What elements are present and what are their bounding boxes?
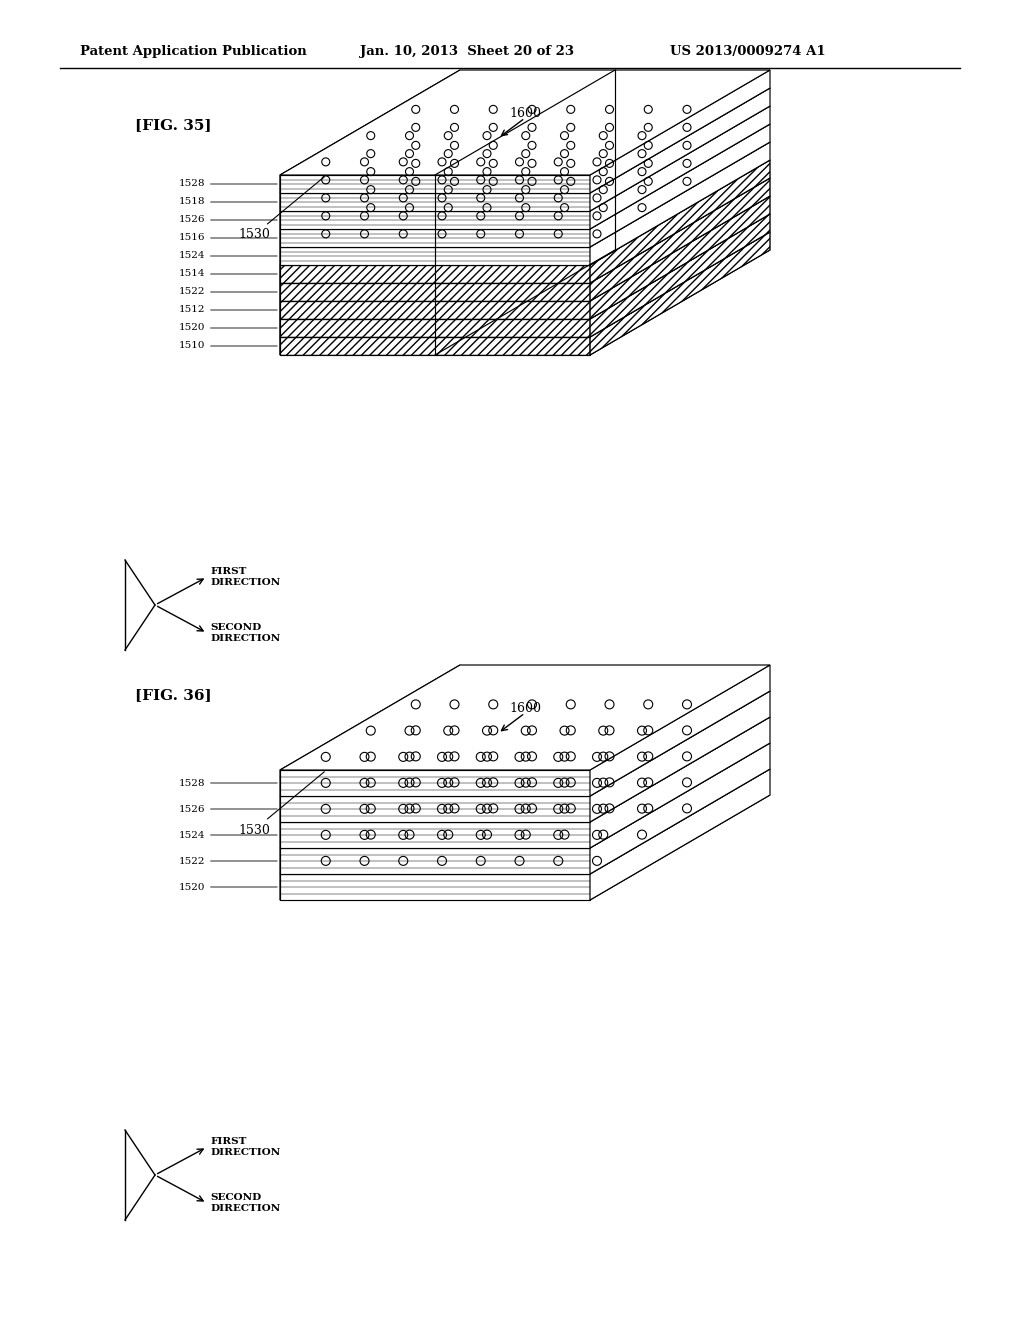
Polygon shape xyxy=(590,743,770,874)
Polygon shape xyxy=(280,228,590,247)
Polygon shape xyxy=(280,665,460,900)
Polygon shape xyxy=(280,193,590,211)
Polygon shape xyxy=(280,319,590,337)
Polygon shape xyxy=(280,665,770,770)
Text: 1526: 1526 xyxy=(178,215,278,224)
Text: 1520: 1520 xyxy=(178,323,278,333)
Polygon shape xyxy=(280,160,770,265)
Polygon shape xyxy=(280,265,590,282)
Polygon shape xyxy=(280,743,770,847)
Polygon shape xyxy=(590,232,770,355)
Polygon shape xyxy=(280,195,770,301)
Text: 1530: 1530 xyxy=(239,772,325,837)
Text: 1514: 1514 xyxy=(178,269,278,279)
Text: SECOND
DIRECTION: SECOND DIRECTION xyxy=(210,623,281,643)
Text: 1528: 1528 xyxy=(178,180,278,189)
Text: 1520: 1520 xyxy=(178,883,278,891)
Polygon shape xyxy=(590,195,770,319)
Polygon shape xyxy=(280,211,590,228)
Text: 1516: 1516 xyxy=(178,234,278,243)
Polygon shape xyxy=(590,214,770,337)
Polygon shape xyxy=(280,770,770,874)
Text: FIRST
DIRECTION: FIRST DIRECTION xyxy=(210,568,281,586)
Text: SECOND
DIRECTION: SECOND DIRECTION xyxy=(210,1193,281,1213)
Text: 1512: 1512 xyxy=(178,305,278,314)
Polygon shape xyxy=(280,822,590,847)
Text: Jan. 10, 2013  Sheet 20 of 23: Jan. 10, 2013 Sheet 20 of 23 xyxy=(360,45,574,58)
Polygon shape xyxy=(280,282,590,301)
Text: [FIG. 35]: [FIG. 35] xyxy=(135,117,212,132)
Polygon shape xyxy=(280,874,590,900)
Polygon shape xyxy=(280,70,460,355)
Polygon shape xyxy=(280,690,770,796)
Polygon shape xyxy=(280,249,770,355)
Text: 1528: 1528 xyxy=(178,779,278,788)
Text: [FIG. 36]: [FIG. 36] xyxy=(135,688,212,702)
Text: FIRST
DIRECTION: FIRST DIRECTION xyxy=(210,1138,281,1156)
Text: 1526: 1526 xyxy=(178,804,278,813)
Polygon shape xyxy=(590,178,770,301)
Polygon shape xyxy=(590,690,770,822)
Polygon shape xyxy=(280,106,770,211)
Polygon shape xyxy=(280,796,590,822)
Polygon shape xyxy=(280,88,770,193)
Polygon shape xyxy=(590,770,770,900)
Text: 1524: 1524 xyxy=(178,252,278,260)
Text: Patent Application Publication: Patent Application Publication xyxy=(80,45,307,58)
Polygon shape xyxy=(280,770,590,796)
Text: 1522: 1522 xyxy=(178,288,278,297)
Polygon shape xyxy=(590,143,770,265)
Polygon shape xyxy=(280,301,590,319)
Polygon shape xyxy=(590,717,770,847)
Polygon shape xyxy=(590,124,770,247)
Text: 1600: 1600 xyxy=(509,107,541,120)
Polygon shape xyxy=(280,847,590,874)
Polygon shape xyxy=(590,160,770,282)
Text: 1530: 1530 xyxy=(239,177,325,242)
Polygon shape xyxy=(280,70,770,176)
Polygon shape xyxy=(590,665,770,796)
Polygon shape xyxy=(590,70,770,193)
Polygon shape xyxy=(590,88,770,211)
Polygon shape xyxy=(280,232,770,337)
Polygon shape xyxy=(280,176,590,193)
Text: 1524: 1524 xyxy=(178,830,278,840)
Polygon shape xyxy=(280,337,590,355)
Polygon shape xyxy=(280,124,770,228)
Text: 1510: 1510 xyxy=(178,342,278,351)
Polygon shape xyxy=(280,247,590,265)
Polygon shape xyxy=(280,178,770,282)
Polygon shape xyxy=(280,795,770,900)
Text: 1600: 1600 xyxy=(509,702,541,715)
Text: 1518: 1518 xyxy=(178,198,278,206)
Polygon shape xyxy=(280,214,770,319)
Text: US 2013/0009274 A1: US 2013/0009274 A1 xyxy=(670,45,825,58)
Polygon shape xyxy=(280,717,770,822)
Polygon shape xyxy=(590,106,770,228)
Text: 1522: 1522 xyxy=(178,857,278,866)
Polygon shape xyxy=(280,143,770,247)
